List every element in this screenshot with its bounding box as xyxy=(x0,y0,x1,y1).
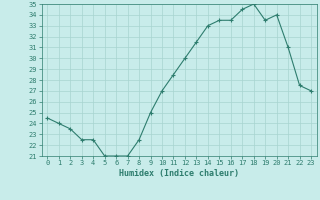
X-axis label: Humidex (Indice chaleur): Humidex (Indice chaleur) xyxy=(119,169,239,178)
